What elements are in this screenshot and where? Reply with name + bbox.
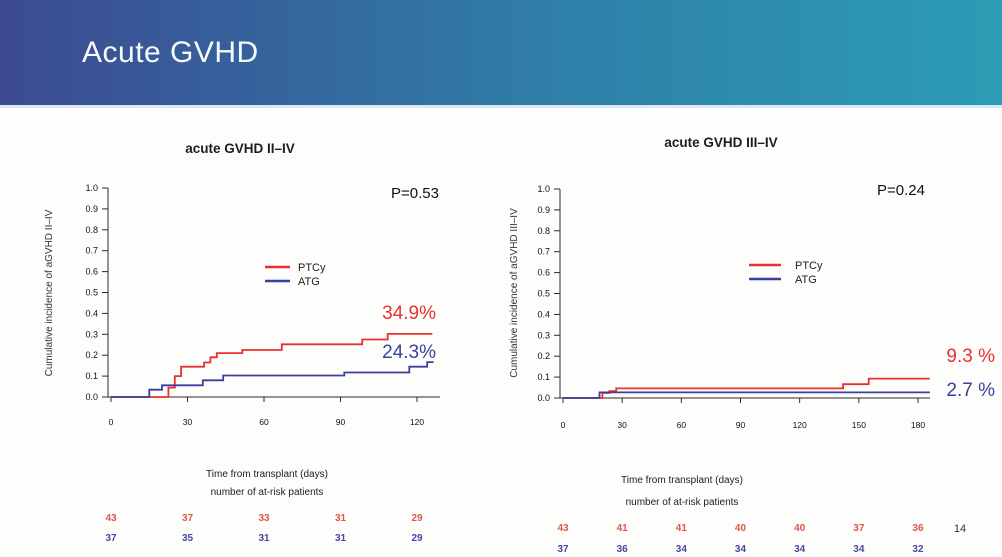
y-tick-label: 0.0 (537, 393, 550, 403)
at-risk-count-ptcy: 41 (676, 523, 688, 534)
x-tick-label: 150 (852, 420, 866, 430)
at-risk-count-atg: 37 (557, 544, 569, 555)
y-tick-label: 0.6 (537, 268, 550, 278)
legend-label-atg: ATG (298, 276, 320, 288)
x-tick-label: 90 (336, 417, 346, 427)
x-tick-label: 60 (677, 420, 687, 430)
y-tick-label: 0.7 (85, 246, 98, 256)
y-tick-label: 0.1 (85, 371, 98, 381)
y-tick-label: 0.9 (537, 205, 550, 215)
at-risk-count-atg: 34 (676, 544, 688, 555)
y-tick-label: 0.8 (85, 225, 98, 235)
x-tick-label: 90 (736, 420, 746, 430)
x-tick-label: 120 (793, 420, 807, 430)
y-tick-label: 0.1 (537, 372, 550, 382)
x-tick-label: 60 (259, 417, 269, 427)
x-tick-label: 120 (410, 417, 424, 427)
p-value-label: P=0.53 (391, 185, 439, 202)
y-axis-label: Cumulative incidence of aGVHD III–IV (509, 208, 520, 378)
at-risk-count-ptcy: 37 (182, 513, 194, 524)
y-tick-label: 0.3 (537, 330, 550, 340)
legend-label-ptcy: PTCy (795, 260, 823, 272)
y-tick-label: 0.9 (85, 204, 98, 214)
y-tick-label: 1.0 (85, 183, 98, 193)
chart-title: acute GVHD II–IV (185, 141, 295, 156)
at-risk-count-atg: 36 (617, 544, 629, 555)
charts-area: acute GVHD II–IV P=0.53 Cumulative inciden… (0, 111, 1002, 557)
y-tick-label: 0.2 (85, 350, 98, 360)
end-label-atg: 24.3% (382, 342, 436, 363)
y-tick-label: 0.6 (85, 267, 98, 277)
y-tick-label: 0.4 (85, 308, 98, 318)
at-risk-count-ptcy: 31 (335, 513, 347, 524)
p-value-label: P=0.24 (877, 182, 925, 199)
y-tick-label: 0.0 (85, 392, 98, 402)
y-axis-label: Cumulative incidence of aGVHD II–IV (44, 209, 55, 376)
at-risk-count-ptcy: 43 (557, 523, 569, 534)
at-risk-count-ptcy: 29 (411, 513, 423, 524)
chart-acute-gvhd-2-4: acute GVHD II–IV P=0.53 Cumulative inciden… (44, 141, 440, 544)
at-risk-count-ptcy: 41 (617, 523, 629, 534)
y-tick-label: 1.0 (537, 184, 550, 194)
x-axis-caption: Time from transplant (days) (206, 469, 328, 480)
x-tick-label: 30 (617, 420, 627, 430)
page-number: 14 (953, 523, 967, 535)
slide-title: Acute GVHD (82, 36, 259, 69)
legend-label-ptcy: PTCy (298, 262, 326, 274)
at-risk-count-ptcy: 40 (735, 523, 747, 534)
ptcy-curve (111, 333, 433, 398)
at-risk-count-ptcy: 43 (105, 513, 117, 524)
end-label-atg: 2.7 % (946, 380, 995, 401)
y-tick-label: 0.5 (537, 289, 550, 299)
at-risk-count-ptcy: 36 (912, 523, 924, 534)
x-tick-label: 180 (911, 420, 925, 430)
y-tick-label: 0.4 (537, 309, 550, 319)
at-risk-count-atg: 31 (258, 533, 270, 544)
at-risk-count-atg: 32 (912, 544, 924, 555)
y-tick-label: 0.3 (85, 329, 98, 339)
atg-curve (563, 391, 930, 399)
ptcy-curve (563, 377, 930, 399)
at-risk-count-atg: 34 (794, 544, 806, 555)
x-tick-label: 0 (561, 420, 566, 430)
at-risk-count-atg: 37 (105, 533, 117, 544)
chart-title: acute GVHD III–IV (664, 135, 777, 150)
end-label-ptcy: 9.3 % (946, 346, 995, 367)
slide-header: Acute GVHD (0, 0, 1002, 108)
at-risk-caption: number of at-risk patients (626, 497, 739, 508)
chart-acute-gvhd-3-4: acute GVHD III–IV P=0.24 Cumulative incide… (509, 135, 995, 555)
end-label-ptcy: 34.9% (382, 303, 436, 324)
at-risk-count-ptcy: 37 (853, 523, 865, 534)
at-risk-caption: number of at-risk patients (211, 487, 324, 498)
at-risk-count-atg: 35 (182, 533, 194, 544)
at-risk-count-atg: 31 (335, 533, 347, 544)
y-tick-label: 0.5 (85, 288, 98, 298)
at-risk-count-ptcy: 40 (794, 523, 806, 534)
x-tick-label: 30 (183, 417, 193, 427)
legend-label-atg: ATG (795, 274, 817, 286)
at-risk-count-atg: 34 (735, 544, 747, 555)
y-tick-label: 0.7 (537, 247, 550, 257)
at-risk-count-ptcy: 33 (258, 513, 270, 524)
at-risk-count-atg: 29 (411, 533, 423, 544)
x-tick-label: 0 (109, 417, 114, 427)
atg-curve (111, 361, 434, 398)
y-tick-label: 0.8 (537, 226, 550, 236)
x-axis-caption: Time from transplant (days) (621, 475, 743, 486)
at-risk-count-atg: 34 (853, 544, 865, 555)
y-tick-label: 0.2 (537, 351, 550, 361)
